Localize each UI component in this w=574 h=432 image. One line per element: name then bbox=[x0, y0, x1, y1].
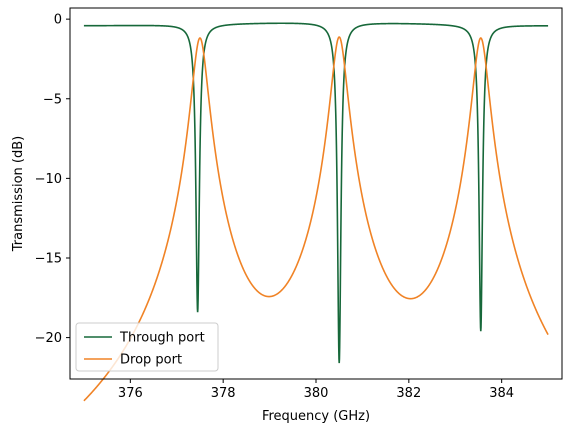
y-tick-label: 0 bbox=[54, 13, 62, 28]
legend-label-drop-port: Drop port bbox=[120, 353, 182, 368]
y-tick-label: −20 bbox=[35, 331, 62, 346]
series-line-through-port bbox=[83, 22, 549, 364]
legend-label-through-port: Through port bbox=[119, 331, 205, 346]
x-tick-label: 376 bbox=[118, 386, 143, 401]
y-tick-label: −15 bbox=[35, 251, 62, 266]
x-tick-label: 382 bbox=[396, 386, 421, 401]
legend: Through port Drop port bbox=[75, 322, 219, 372]
x-axis-title: Frequency (GHz) bbox=[262, 409, 370, 424]
series-line-drop-port bbox=[83, 36, 549, 402]
x-tick-label: 380 bbox=[304, 386, 329, 401]
y-axis-title: Transmission (dB) bbox=[11, 136, 26, 252]
y-tick-label: −10 bbox=[35, 172, 62, 187]
x-tick-label: 378 bbox=[211, 386, 236, 401]
y-tick-label: −5 bbox=[43, 92, 62, 107]
series-layer bbox=[83, 22, 549, 402]
x-tick-label: 384 bbox=[489, 386, 514, 401]
ticks-layer: 376 378 380 382 384 0 −5 −10 −15 −20 bbox=[35, 13, 515, 401]
